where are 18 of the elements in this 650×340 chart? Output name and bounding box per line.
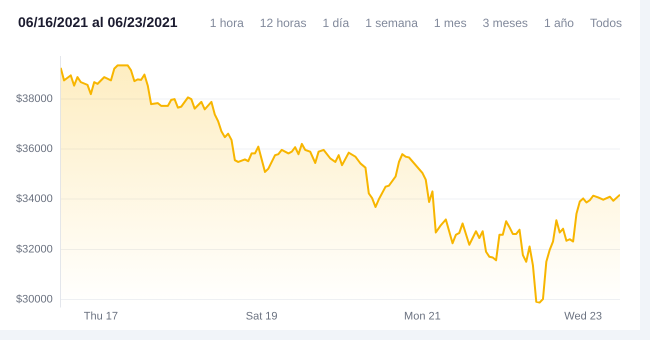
y-tick-label: $32000: [16, 243, 53, 256]
text: 1 año: [542, 15, 575, 32]
x-tick-label: Thu 17: [84, 310, 118, 322]
text: 3 meses: [482, 15, 529, 32]
y-tick-label: $30000: [16, 293, 53, 306]
text: 1 día: [321, 15, 350, 32]
y-tick-label: $38000: [16, 93, 53, 106]
text: 1 mes: [432, 15, 468, 32]
x-tick-label: Mon 21: [404, 310, 441, 322]
y-tick-label: $36000: [16, 143, 53, 156]
x-tick-label: Sat 19: [246, 310, 278, 322]
text: Todos: [588, 15, 623, 32]
text: 1 hora: [208, 15, 245, 32]
x-tick-label: Wed 23: [564, 310, 602, 322]
y-tick-label: $34000: [16, 193, 53, 206]
text: 1 semana: [364, 15, 419, 32]
text: 12 horas: [258, 15, 308, 32]
chart-title: 06/16/2021 al 06/23/2021: [18, 14, 178, 30]
